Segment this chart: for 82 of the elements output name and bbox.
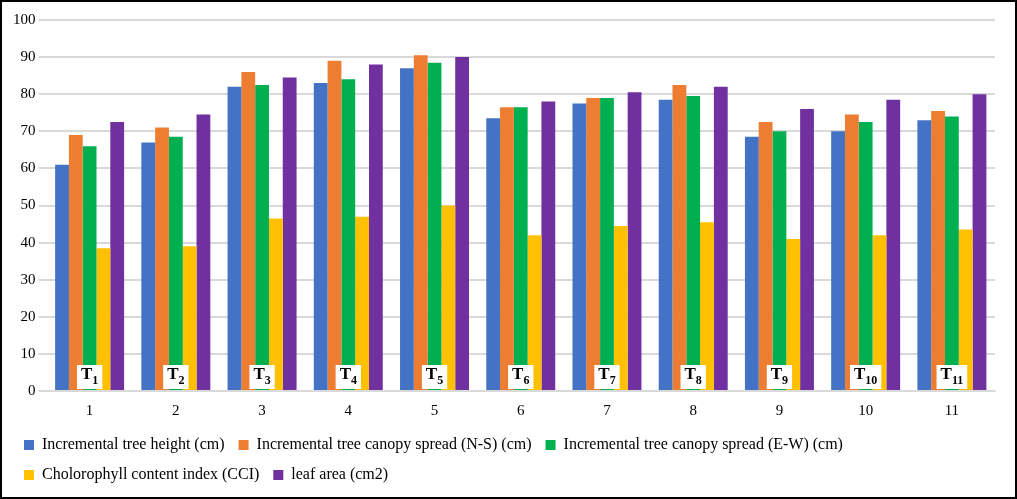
bar [400, 68, 414, 390]
y-tick-label: 60 [20, 159, 36, 176]
category-label: 1 [85, 401, 94, 418]
bar [182, 246, 197, 390]
x-tick-label: 10 [865, 373, 878, 387]
x-tick-label: 11 [951, 373, 964, 387]
text: T [770, 364, 783, 383]
x-tick-label: 5 [437, 373, 444, 387]
category-label: 2 [172, 401, 180, 418]
x-tick-label: 7 [609, 373, 616, 387]
text: T [853, 364, 866, 383]
text: T [253, 364, 265, 383]
bar [713, 86, 728, 390]
category-label: 5 [430, 401, 439, 418]
text: T [512, 364, 524, 383]
bar [141, 142, 156, 390]
text: T [598, 364, 610, 383]
bar [227, 86, 242, 390]
text: T [940, 364, 952, 383]
x-tick-label: 4 [350, 373, 357, 387]
legend-label: leaf area (cm2) [291, 465, 389, 484]
y-tick-label: 40 [20, 233, 36, 250]
bar [355, 216, 369, 390]
x-tick-label: 3 [264, 373, 271, 387]
y-tick-label: 10 [20, 344, 36, 361]
x-tick-label: 8 [695, 373, 702, 387]
bar [500, 107, 514, 390]
y-tick-label: 80 [20, 85, 36, 102]
bar [68, 135, 83, 390]
category-label: 7 [603, 401, 611, 418]
y-tick-label: 0 [28, 381, 36, 398]
bar [455, 57, 470, 390]
text: T [684, 364, 696, 383]
bar [196, 114, 211, 390]
legend-label: Incremental tree height (cm) [42, 435, 225, 454]
legend-label: Incremental tree canopy spread (N-S) (cm) [256, 435, 532, 454]
x-tick-label: 2 [178, 373, 185, 387]
bar [831, 131, 845, 390]
category-label: 8 [689, 401, 697, 418]
category-label: 11 [944, 401, 960, 418]
x-tick-label: 6 [523, 373, 530, 387]
category-label: 9 [775, 401, 784, 418]
category-label: 4 [344, 401, 353, 418]
category-label: 10 [858, 401, 874, 418]
y-tick-label: 30 [20, 270, 36, 287]
y-tick-label: 50 [20, 196, 36, 213]
bar [486, 118, 501, 390]
category-label: 6 [517, 401, 525, 418]
bar [282, 77, 297, 390]
y-tick-label: 100 [13, 10, 36, 27]
bar [313, 83, 328, 390]
bar [886, 99, 901, 390]
bar [972, 94, 987, 390]
x-tick-label: 9 [782, 373, 789, 387]
bar [110, 122, 125, 390]
bar [368, 64, 383, 390]
bar [744, 136, 759, 390]
bar [627, 92, 642, 390]
bar [700, 222, 714, 390]
y-tick-label: 20 [20, 307, 36, 324]
legend-label: Incremental tree canopy spread (E-W) (cm) [563, 435, 843, 454]
bar [758, 122, 773, 390]
category-label: 3 [258, 401, 266, 418]
y-tick-label: 90 [20, 48, 36, 65]
text: T [339, 364, 351, 383]
bar [658, 99, 673, 390]
text: T [167, 364, 179, 383]
text: T [425, 364, 438, 383]
legend-label: Cholorophyll content index (CCI) [42, 465, 260, 484]
bar [917, 120, 932, 390]
bar [441, 205, 456, 390]
bar [327, 60, 342, 390]
bar [541, 101, 556, 390]
bar [572, 103, 587, 390]
bar [800, 109, 814, 390]
bar [155, 127, 169, 390]
bar [413, 55, 428, 390]
y-tick-label: 70 [20, 122, 36, 139]
bar [786, 238, 801, 390]
text: T [80, 364, 93, 383]
x-tick-label: 1 [92, 373, 99, 387]
bar [55, 164, 69, 390]
